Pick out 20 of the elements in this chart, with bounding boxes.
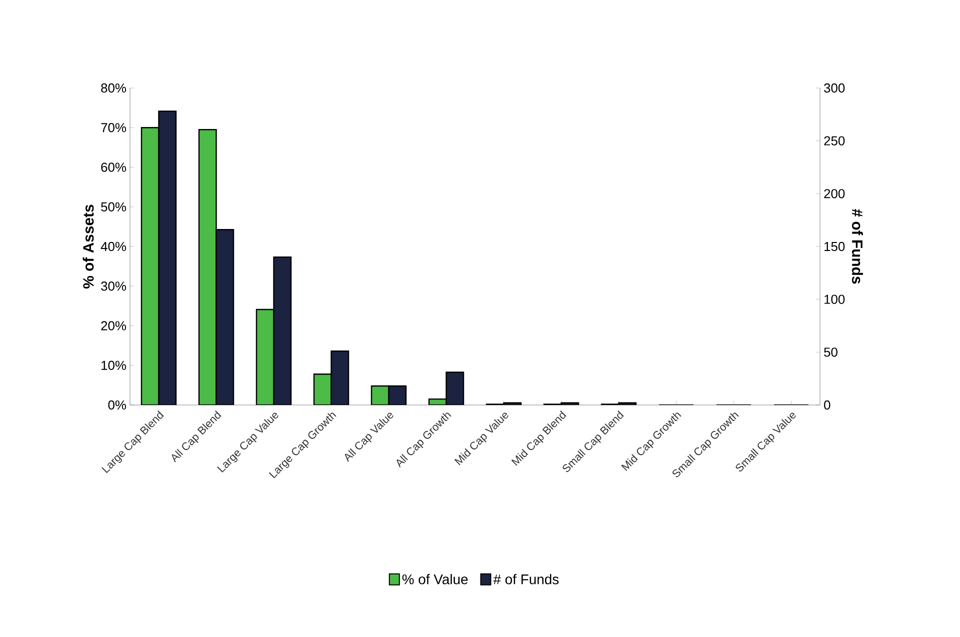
y-tick-label: 80%	[101, 83, 126, 93]
y2-tick-label: 50	[824, 348, 838, 357]
y2-tick-label: 200	[824, 189, 845, 198]
legend-label: # of Funds	[493, 574, 559, 584]
y2-tick-label: 300	[824, 83, 845, 93]
y2-tick-label: 100	[824, 294, 845, 304]
y2-axis-title: # of Funds	[852, 208, 863, 284]
y-tick-label: 10%	[102, 360, 126, 370]
y-axis-title: % of Assets	[82, 204, 94, 288]
y-tick-label: 60%	[101, 162, 126, 172]
legend-label: % of Value	[402, 574, 468, 584]
y-tick-label: 30%	[101, 282, 126, 291]
y2-tick-label: 150	[824, 242, 845, 252]
y2-tick-label: 250	[824, 136, 845, 146]
y-tick-label: 50%	[101, 202, 126, 212]
y-tick-label: 40%	[100, 242, 126, 252]
y-tick-label: 70%	[101, 123, 126, 132]
y-tick-label: 20%	[101, 321, 126, 330]
y-tick-label: 0%	[108, 400, 126, 410]
y2-tick-label: 0	[824, 400, 830, 410]
